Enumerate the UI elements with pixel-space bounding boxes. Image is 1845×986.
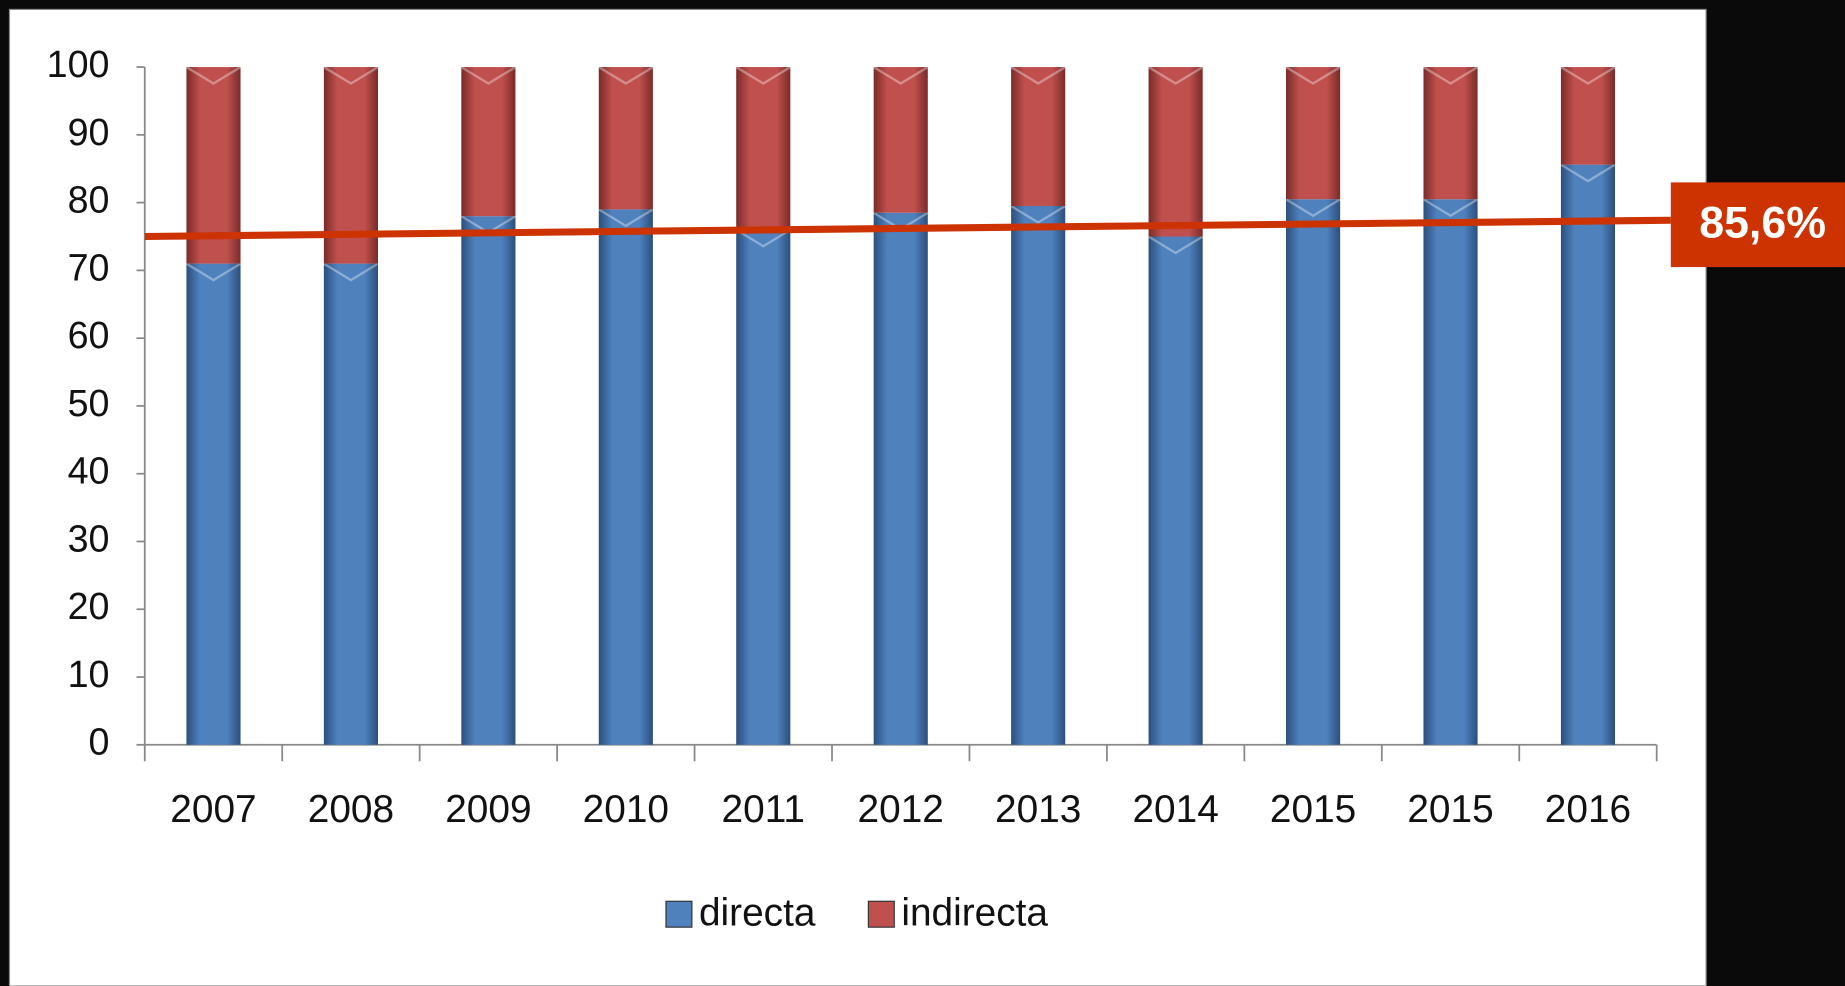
bar-segment [736,67,790,230]
y-tick-label: 60 [68,314,110,356]
bar-segment [1561,67,1615,165]
bar-segment [874,213,928,745]
bar-segment [1149,67,1203,236]
x-tick-label: 2008 [308,788,394,831]
bar-segment [461,67,515,216]
bar-segment [599,209,653,744]
x-tick-label: 2007 [170,788,256,831]
y-tick-label: 20 [68,585,110,627]
x-tick-label: 2016 [1545,788,1631,831]
legend-swatch [868,901,894,927]
legend-swatch [666,901,692,927]
bar-segment [1149,236,1203,744]
x-tick-label: 2015 [1407,788,1493,831]
x-tick-label: 2013 [995,788,1081,831]
x-tick-label: 2011 [722,788,805,831]
y-tick-label: 40 [68,450,110,492]
legend-label: directa [699,892,816,935]
bar-segment [874,67,928,213]
bar-segment [736,230,790,745]
bar-segment [1561,165,1615,745]
bar-segment [1423,67,1477,199]
y-tick-label: 10 [68,653,110,695]
bar-segment [1423,199,1477,745]
bar-segment [324,264,378,745]
y-tick-label: 100 [47,43,110,85]
bar-segment [461,216,515,745]
bar-segment [1286,67,1340,199]
chart: 0 10 20 30 40 50 60 70 80 90 100 2007 2008 2009 2010 20… [0,0,1845,986]
page: {"chart_data": {"type": "bar", "stacked"… [0,0,1845,986]
y-tick-label: 30 [68,517,110,559]
bar-segment [1011,206,1065,745]
x-tick-label: 2012 [858,788,944,831]
y-tick-label: 80 [68,179,110,221]
x-tick-label: 2015 [1270,788,1356,831]
annotation: 85,6% [1699,199,1826,248]
bar-segment [1286,199,1340,745]
x-tick-label: 2010 [583,788,669,831]
y-tick-label: 70 [68,246,110,288]
bar-segment [1011,67,1065,206]
x-tick-label: 2014 [1132,788,1218,831]
y-tick-label: 90 [68,111,110,153]
bar-segment [599,67,653,209]
y-tick-label: 0 [89,721,110,763]
y-tick-label: 50 [68,382,110,424]
bar-segment [186,264,240,745]
legend-label: indirecta [901,892,1048,935]
x-tick-label: 2009 [445,788,531,831]
